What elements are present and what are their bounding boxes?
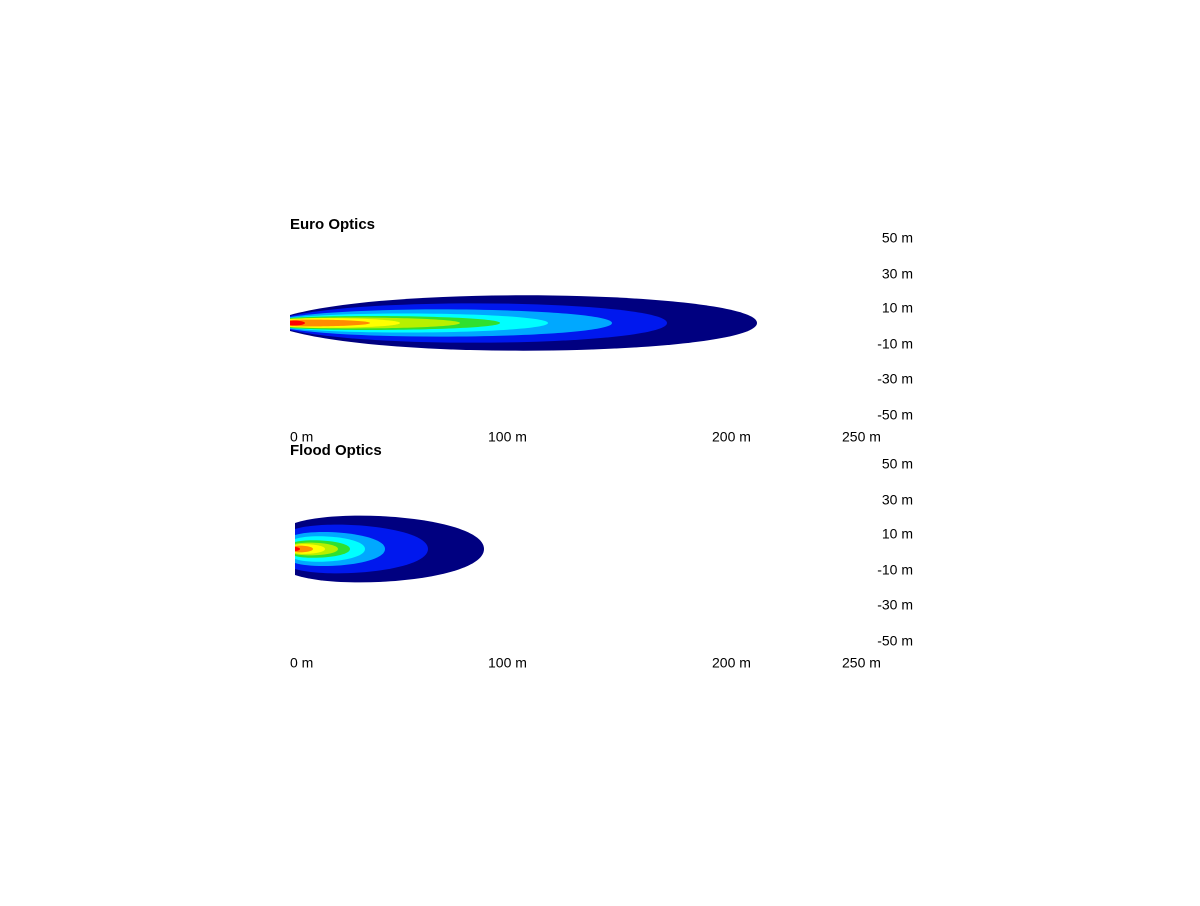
panel-title: Euro Optics — [290, 216, 375, 233]
y-label: -30 m — [877, 371, 913, 387]
x-label: 100 m — [488, 429, 527, 445]
x-label: 250 m — [842, 655, 881, 671]
y-label: -50 m — [877, 633, 913, 649]
x-label: 200 m — [712, 429, 751, 445]
x-label: 0 m — [290, 655, 313, 671]
x-label: 0 m — [290, 429, 313, 445]
panel-title: Flood Optics — [290, 442, 382, 459]
y-label: 10 m — [882, 300, 913, 316]
y-label: 50 m — [882, 456, 913, 472]
y-label: 30 m — [882, 266, 913, 282]
y-label: 50 m — [882, 230, 913, 246]
x-label: 100 m — [488, 655, 527, 671]
y-label: 30 m — [882, 492, 913, 508]
x-label: 250 m — [842, 429, 881, 445]
y-label: -10 m — [877, 562, 913, 578]
y-label: -10 m — [877, 336, 913, 352]
x-label: 200 m — [712, 655, 751, 671]
y-label: -30 m — [877, 597, 913, 613]
y-label: 10 m — [882, 526, 913, 542]
beam-contour — [290, 319, 370, 327]
y-label: -50 m — [877, 407, 913, 423]
beam-contour — [295, 545, 313, 553]
beam-contour — [290, 320, 305, 326]
beam-contour — [295, 547, 300, 551]
